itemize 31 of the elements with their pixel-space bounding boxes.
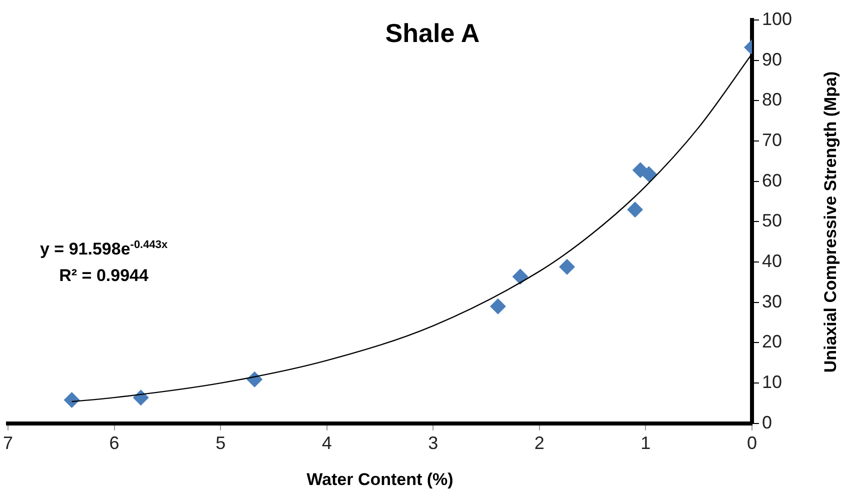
- y-tick-label: 30: [762, 291, 782, 312]
- x-tick-label: 5: [216, 433, 226, 454]
- x-tick-label: 1: [640, 433, 651, 454]
- annotation: y = 91.598e$^{-0.443x}$: [40, 238, 168, 261]
- y-tick-label: 60: [762, 170, 782, 190]
- x-tick-label: 3: [428, 433, 438, 454]
- x-tick-label: 6: [109, 433, 120, 454]
- x-tick-label: 7: [3, 433, 14, 454]
- annotation: R² = 0.9944: [58, 264, 150, 287]
- chart-title: Shale A: [385, 18, 480, 48]
- point: [64, 392, 80, 408]
- y-tick-label: 100: [762, 8, 792, 29]
- point: [640, 166, 657, 182]
- y-tick-label: 10: [762, 372, 782, 392]
- point: [132, 390, 149, 406]
- point: [627, 202, 644, 218]
- y-tick-label: 0: [762, 412, 772, 432]
- point: [512, 268, 528, 285]
- y-tick-label: 70: [762, 130, 782, 150]
- y-tick-label: 20: [762, 332, 782, 352]
- point: [490, 298, 506, 314]
- point: [559, 258, 576, 275]
- x-tick-label: 0: [746, 433, 757, 454]
- x-tick-label: 2: [534, 433, 544, 454]
- y-tick-label: 50: [762, 210, 782, 231]
- x-axis-title: Water Content (%): [306, 470, 454, 490]
- y-tick-label: 40: [762, 251, 782, 272]
- y-tick-label: 90: [762, 49, 782, 70]
- y-axis-title: Uniaxial Compressive Strength (Mpa): [821, 71, 841, 373]
- y-tick-label: 80: [762, 90, 782, 110]
- x-tick-label: 4: [322, 433, 332, 454]
